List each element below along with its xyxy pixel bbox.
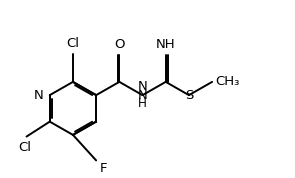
Text: O: O — [114, 38, 124, 51]
Text: S: S — [185, 89, 193, 102]
Text: Cl: Cl — [66, 37, 79, 50]
Text: CH₃: CH₃ — [215, 75, 240, 88]
Text: N: N — [138, 89, 148, 102]
Text: Cl: Cl — [18, 140, 31, 154]
Text: NH: NH — [156, 38, 176, 51]
Text: N: N — [34, 89, 44, 102]
Text: F: F — [99, 162, 107, 175]
Text: N: N — [138, 80, 148, 93]
Text: H: H — [138, 97, 147, 110]
